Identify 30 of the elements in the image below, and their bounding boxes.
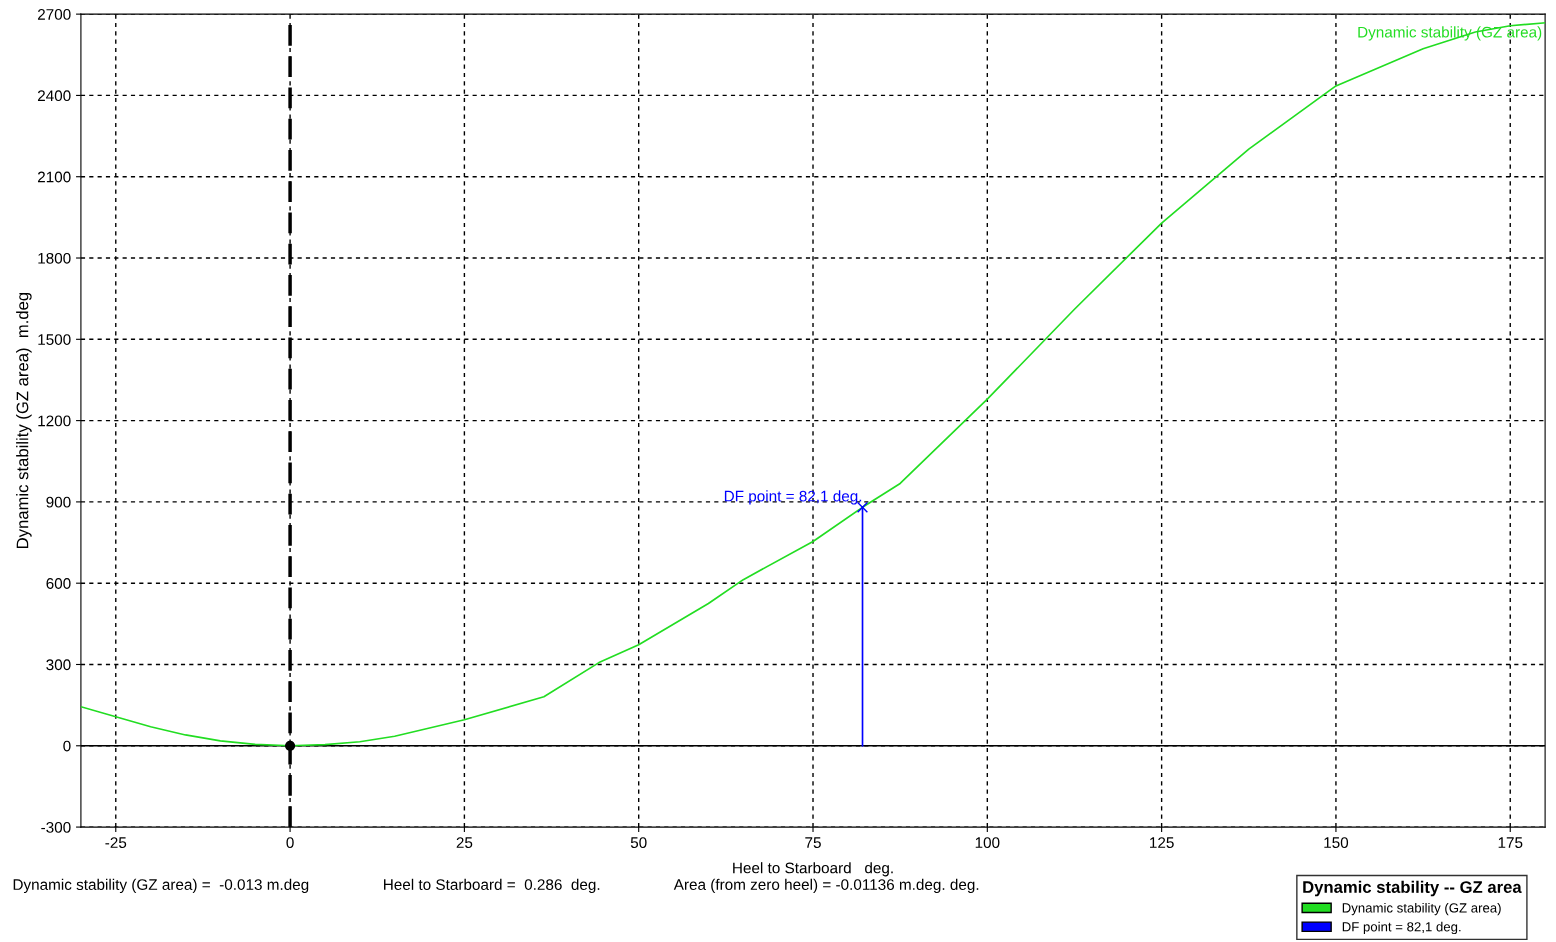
annotation: DF point = 82,1 deg. xyxy=(724,490,862,505)
y-tick-label: 2700 xyxy=(37,9,71,20)
y-tick-label: 2400 xyxy=(37,90,71,102)
text: Heel to Starboard = 0.286 deg. xyxy=(384,878,600,894)
y-tick-label: 0 xyxy=(63,740,71,752)
legend-label: Dynamic stability (GZ area) xyxy=(1342,902,1501,916)
y-tick-label: 600 xyxy=(46,578,71,589)
text: Dynamic stability (GZ area) = -0.013 m.deg xyxy=(13,878,309,894)
y-tick-label: 1500 xyxy=(38,334,71,345)
y-tick-label: 1800 xyxy=(38,252,71,264)
x-tick-label: -25 xyxy=(105,837,127,849)
y-tick-label: 900 xyxy=(46,496,71,508)
legend-title: Dynamic stability -- GZ area xyxy=(1303,880,1522,897)
y-tick-label: 300 xyxy=(46,659,71,671)
x-tick-label: 175 xyxy=(1498,837,1523,849)
y-axis-title: Dynamic stability (GZ area) m.deg xyxy=(16,292,32,548)
x-tick-label: 100 xyxy=(975,837,1000,849)
text: Dynamic stability (GZ area) xyxy=(1358,26,1542,41)
x-tick-label: 75 xyxy=(805,837,821,849)
text: Area (from zero heel) = -0.01136 m.deg. deg. xyxy=(673,878,979,894)
y-tick-label: 2100 xyxy=(37,171,71,183)
x-tick-label: 150 xyxy=(1324,837,1349,849)
x-tick-label: 0 xyxy=(286,837,294,849)
x-tick-label: 25 xyxy=(456,837,473,849)
x-tick-label: 125 xyxy=(1150,837,1174,849)
legend-label: DF point = 82,1 deg. xyxy=(1342,921,1461,935)
x-axis-title: Heel to Starboard deg. xyxy=(733,862,893,877)
x-tick-label: 50 xyxy=(630,837,647,849)
y-tick-label: 1200 xyxy=(38,415,71,427)
y-tick-label: -300 xyxy=(41,821,71,833)
